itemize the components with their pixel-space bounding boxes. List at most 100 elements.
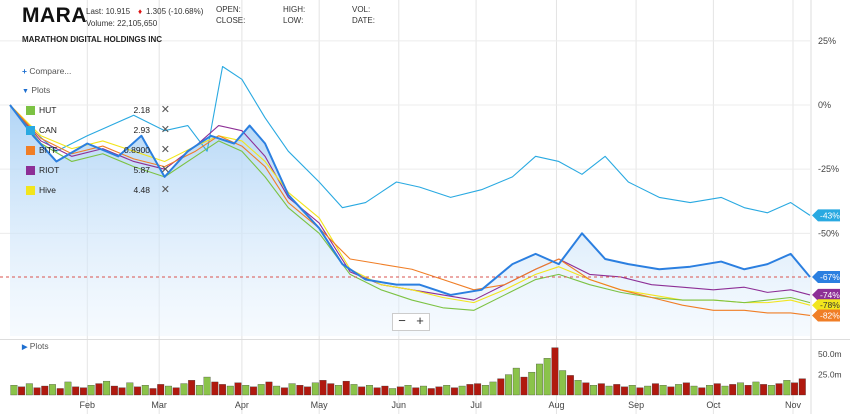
volume-bar bbox=[296, 385, 304, 396]
volume-bar bbox=[505, 374, 512, 396]
y-tick-label: 25% bbox=[818, 36, 836, 46]
volume-bar bbox=[698, 387, 706, 396]
legend-item[interactable]: HUT 2.18 ✕ bbox=[26, 104, 174, 118]
volume-bar bbox=[25, 383, 33, 396]
legend-value: 5.87 bbox=[133, 165, 150, 175]
ticker-symbol: MARA bbox=[22, 4, 87, 27]
volume-bar bbox=[659, 385, 667, 396]
legend-name: HUT bbox=[39, 105, 57, 115]
volume-tick-label: 50.0m bbox=[818, 349, 842, 359]
plots-toggle[interactable]: ▼ Plots bbox=[22, 85, 50, 95]
legend-item[interactable]: RIOT 5.87 ✕ bbox=[26, 164, 174, 178]
volume-bar bbox=[798, 378, 806, 396]
volume-bar bbox=[10, 385, 18, 396]
last-price: Last: 10.915 bbox=[86, 7, 131, 16]
end-label-hive: -78% bbox=[820, 300, 840, 310]
volume-tick-label: 25.0m bbox=[818, 370, 842, 380]
zoom-out-button[interactable]: − bbox=[398, 313, 406, 328]
volume-bar bbox=[636, 387, 644, 396]
series-line-can bbox=[9, 65, 811, 216]
triangle-down-icon: ▼ bbox=[22, 88, 29, 95]
volume-bar bbox=[358, 386, 366, 396]
volume-bar bbox=[195, 385, 203, 396]
x-tick-label: Nov bbox=[785, 400, 802, 410]
end-label-riot: -74% bbox=[820, 290, 840, 300]
zoom-in-button[interactable]: + bbox=[416, 313, 424, 328]
legend-value: 2.93 bbox=[133, 125, 150, 135]
volume-bar bbox=[188, 380, 196, 396]
end-tag-riot bbox=[812, 288, 840, 301]
legend-item[interactable]: BITF 0.8900 ✕ bbox=[26, 144, 174, 158]
company-name: MARATHON DIGITAL HOLDINGS INC bbox=[22, 35, 162, 44]
volume-bar bbox=[335, 385, 342, 396]
remove-icon[interactable]: ✕ bbox=[160, 124, 170, 136]
end-tag-can bbox=[812, 209, 840, 222]
legend-swatch bbox=[26, 126, 35, 135]
volume-bar bbox=[288, 383, 296, 396]
legend-name: CAN bbox=[39, 125, 57, 135]
y-tick-label: -25% bbox=[818, 164, 839, 174]
volume-bar bbox=[628, 385, 636, 396]
x-tick-label: Apr bbox=[235, 400, 249, 410]
x-tick-label: Sep bbox=[628, 400, 644, 410]
volume-bar bbox=[79, 387, 87, 396]
compare-button[interactable]: + Compare... bbox=[22, 66, 71, 76]
zoom-controls: − + bbox=[392, 313, 430, 331]
volume-bar bbox=[427, 388, 435, 396]
volume-bar bbox=[420, 385, 427, 396]
volume-bar bbox=[597, 383, 605, 396]
legend-item[interactable]: CAN 2.93 ✕ bbox=[26, 124, 174, 138]
volume-bars: 50.0m 25.0m bbox=[10, 347, 842, 396]
y-axis-labels: 25% 0% -25% -50% bbox=[818, 36, 839, 238]
volume-bar bbox=[458, 385, 466, 396]
volume-bar bbox=[103, 380, 111, 396]
volume-bar bbox=[389, 388, 397, 396]
x-tick-label: Mar bbox=[151, 400, 167, 410]
volume-bar bbox=[141, 385, 149, 396]
volume-bar bbox=[566, 375, 574, 396]
legend-name: Hive bbox=[39, 185, 57, 195]
remove-icon[interactable]: ✕ bbox=[160, 184, 170, 196]
y-tick-label: 0% bbox=[818, 100, 831, 110]
volume-bar bbox=[18, 386, 26, 396]
volume-bar bbox=[33, 387, 41, 396]
end-tag-bitf bbox=[812, 309, 840, 322]
remove-icon[interactable]: ✕ bbox=[160, 104, 170, 116]
volume-bar bbox=[250, 386, 257, 396]
volume-bar bbox=[706, 385, 713, 396]
legend-name: BITF bbox=[39, 145, 58, 155]
legend-swatch bbox=[26, 146, 35, 155]
volume-bar bbox=[49, 384, 56, 396]
volume-bar bbox=[41, 385, 49, 396]
legend-name: RIOT bbox=[39, 165, 60, 175]
volume-bar bbox=[721, 385, 729, 396]
end-tag-hive bbox=[812, 299, 840, 312]
volume-bar bbox=[64, 381, 72, 396]
legend-swatch bbox=[26, 186, 35, 195]
remove-icon[interactable]: ✕ bbox=[160, 164, 170, 176]
plots-label: Plots bbox=[31, 85, 51, 95]
remove-icon[interactable]: ✕ bbox=[160, 144, 170, 156]
volume-separator bbox=[0, 339, 850, 340]
volume-bar bbox=[536, 363, 543, 396]
volume-bar bbox=[520, 376, 528, 396]
volume-bar bbox=[605, 385, 613, 396]
legend-item[interactable]: Hive 4.48 ✕ bbox=[26, 184, 174, 198]
volume-bar bbox=[497, 378, 505, 396]
volume-bar bbox=[257, 384, 265, 396]
volume-bar bbox=[304, 386, 312, 396]
x-tick-label: Jun bbox=[392, 400, 407, 410]
volume-bar bbox=[110, 385, 118, 396]
volume-bar bbox=[311, 382, 319, 396]
open-label: OPEN: bbox=[216, 5, 241, 14]
triangle-right-icon: ▶ bbox=[22, 344, 28, 351]
volume-bar bbox=[783, 380, 791, 396]
volume-bar bbox=[559, 370, 567, 396]
volume-bar bbox=[767, 385, 775, 396]
volume-bar bbox=[242, 385, 250, 396]
volume-plots-toggle[interactable]: ▶ Plots bbox=[22, 341, 49, 351]
volume-bar bbox=[157, 384, 165, 396]
volume-plots-label: Plots bbox=[29, 341, 49, 351]
volume-bar bbox=[203, 376, 211, 396]
volume-bar bbox=[165, 385, 172, 396]
